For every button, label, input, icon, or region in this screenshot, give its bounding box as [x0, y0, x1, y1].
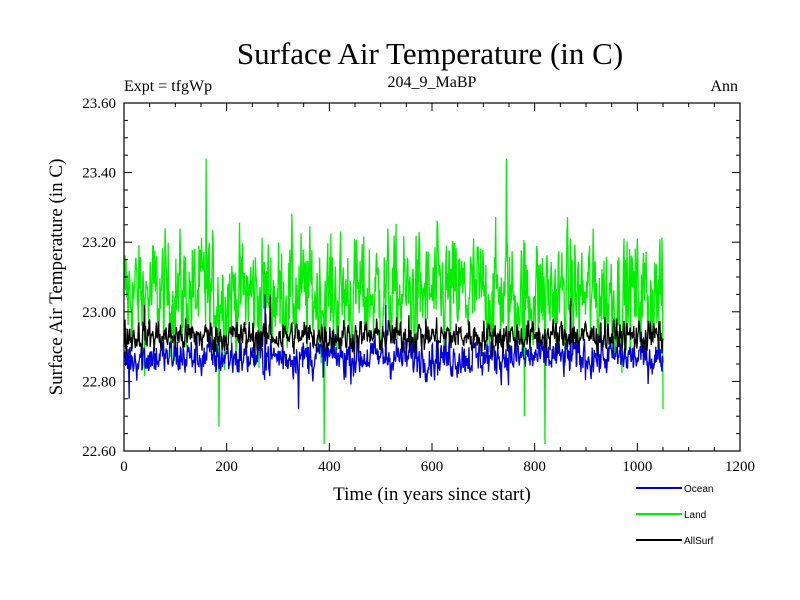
- x-tick-label: 600: [421, 459, 444, 475]
- legend-label-ocean: Ocean: [684, 484, 713, 495]
- series-line-allsurf: [123, 294, 664, 357]
- x-tick-label: 1200: [725, 459, 755, 475]
- series-line-land: [123, 158, 664, 445]
- x-tick-label: 400: [318, 459, 341, 475]
- y-tick-label: 22.80: [82, 374, 116, 390]
- axes-layer: 0 200 400 600 800 1000 1200 22.60 22.80 23.00 23.2…: [82, 96, 755, 475]
- y-tick-label: 23.20: [82, 235, 116, 251]
- x-tick-label: 1000: [622, 459, 652, 475]
- x-axis-label: Time (in years since start): [333, 484, 531, 505]
- x-tick-label: 200: [215, 459, 238, 475]
- season-label: Ann: [710, 78, 738, 95]
- y-axis-label: Surface Air Temperature (in C): [46, 159, 67, 396]
- run-id-label: 204_9_MaBP: [388, 74, 477, 91]
- y-tick-label: 22.60: [82, 444, 116, 460]
- chart-title: Surface Air Temperature (in C): [237, 36, 623, 71]
- x-tick-label: 800: [523, 459, 546, 475]
- y-tick-label: 23.00: [82, 305, 116, 321]
- legend-label-allsurf: AllSurf: [684, 536, 714, 547]
- series-layer: [123, 158, 664, 445]
- legend-label-land: Land: [684, 510, 706, 521]
- plot-frame: [123, 102, 741, 452]
- legend: Ocean Land AllSurf: [636, 484, 714, 547]
- experiment-label: Expt = tfgWp: [124, 78, 212, 95]
- x-tick-label: 0: [120, 459, 128, 475]
- y-tick-label: 23.40: [82, 166, 116, 182]
- y-tick-label: 23.60: [82, 96, 116, 112]
